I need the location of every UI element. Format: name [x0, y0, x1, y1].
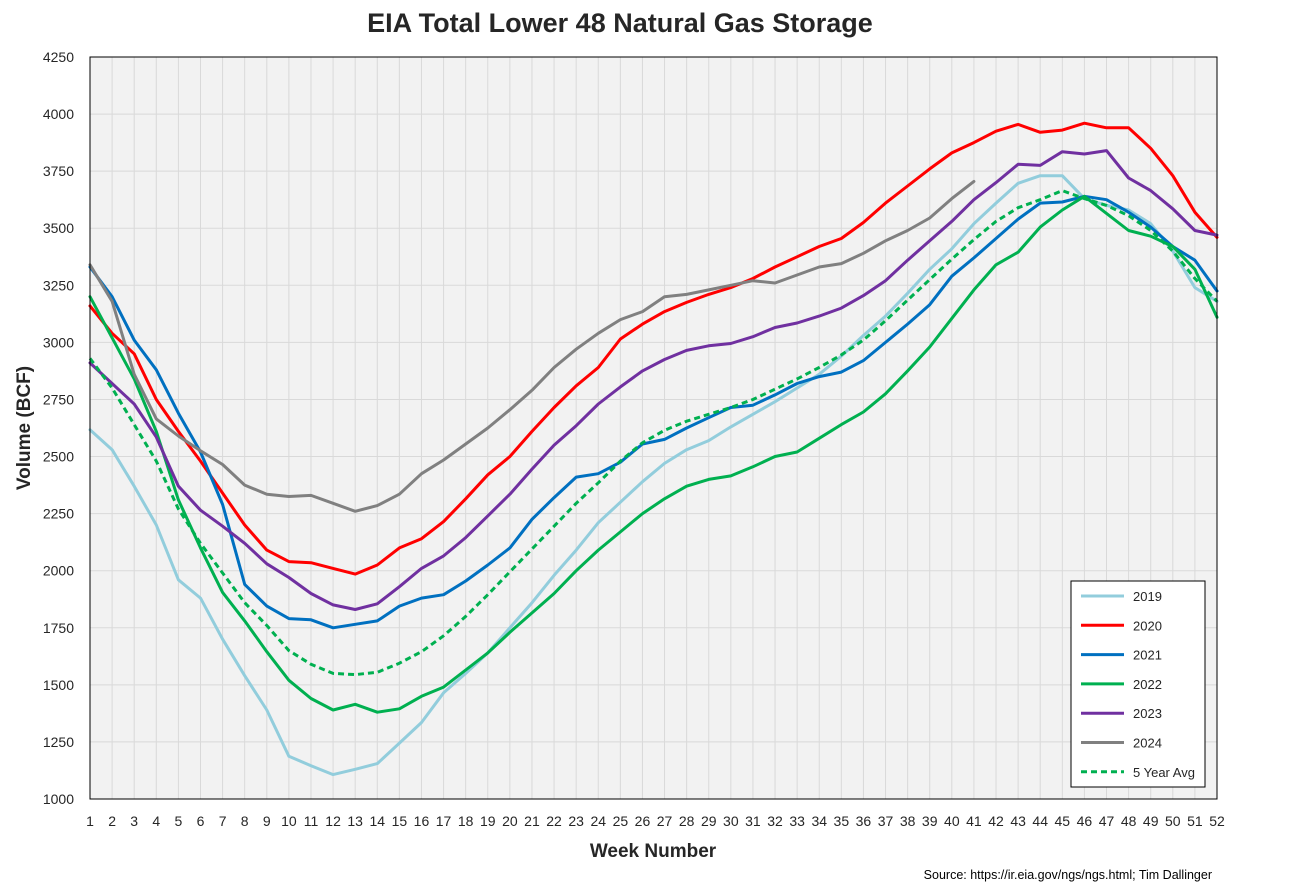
plot-area: [90, 57, 1217, 799]
x-tick-label: 34: [811, 813, 827, 829]
legend-label: 2021: [1133, 648, 1162, 663]
series-line-5-year-avg: [88, 189, 1219, 677]
x-tick-label: 19: [480, 813, 496, 829]
x-tick-label: 39: [922, 813, 938, 829]
x-tick-label: 35: [834, 813, 850, 829]
x-tick-label: 52: [1209, 813, 1225, 829]
x-tick-label: 20: [502, 813, 518, 829]
series-line-2020: [88, 121, 1219, 576]
x-tick-label: 21: [524, 813, 540, 829]
x-tick-label: 28: [679, 813, 695, 829]
x-tick-label: 3: [130, 813, 138, 829]
x-tick-label: 50: [1165, 813, 1181, 829]
y-tick-label: 4000: [43, 106, 74, 122]
x-tick-label: 10: [281, 813, 297, 829]
x-tick-label: 4: [152, 813, 160, 829]
y-tick-label: 1250: [43, 734, 74, 750]
x-tick-label: 13: [347, 813, 363, 829]
x-tick-label: 48: [1121, 813, 1137, 829]
gridlines: [89, 56, 1218, 800]
plot-border: [89, 56, 1218, 800]
x-tick-label: 32: [767, 813, 783, 829]
legend-label: 2023: [1133, 706, 1162, 721]
x-tick-label: 29: [701, 813, 717, 829]
x-tick-label: 51: [1187, 813, 1203, 829]
y-axis-ticks: 1000 1250 1500 1750 2000 2250 2500 2750 3000 3250…: [43, 49, 74, 807]
x-tick-label: 12: [325, 813, 341, 829]
y-tick-label: 1000: [43, 791, 74, 807]
x-tick-label: 42: [988, 813, 1004, 829]
x-tick-label: 6: [197, 813, 205, 829]
x-tick-label: 33: [789, 813, 805, 829]
series-line-2024: [88, 179, 976, 513]
x-tick-label: 37: [878, 813, 894, 829]
x-tick-label: 23: [568, 813, 584, 829]
x-tick-label: 38: [900, 813, 916, 829]
x-tick-label: 36: [856, 813, 872, 829]
legend-label: 2020: [1133, 618, 1162, 633]
y-tick-label: 2750: [43, 391, 74, 407]
x-tick-label: 27: [657, 813, 673, 829]
x-tick-label: 5: [174, 813, 182, 829]
x-tick-label: 7: [219, 813, 227, 829]
y-tick-label: 3000: [43, 334, 74, 350]
x-axis-title: Week Number: [590, 841, 717, 862]
x-tick-label: 15: [392, 813, 408, 829]
series-line-2021: [88, 194, 1219, 630]
y-tick-label: 2250: [43, 506, 74, 522]
legend: 2019 2020 2021 2022 2023 2024 5 Year Avg: [1070, 580, 1206, 788]
x-tick-label: 45: [1055, 813, 1071, 829]
x-tick-label: 46: [1077, 813, 1093, 829]
x-tick-label: 8: [241, 813, 249, 829]
x-tick-label: 30: [723, 813, 739, 829]
y-tick-label: 3250: [43, 277, 74, 293]
x-tick-label: 24: [590, 813, 606, 829]
x-tick-label: 17: [436, 813, 452, 829]
x-tick-label: 16: [414, 813, 430, 829]
x-tick-label: 26: [635, 813, 651, 829]
series-line-2022: [88, 194, 1219, 714]
legend-label: 2024: [1133, 736, 1162, 751]
x-tick-label: 22: [546, 813, 562, 829]
source-note: Source: https://ir.eia.gov/ngs/ngs.html;…: [924, 868, 1212, 882]
y-axis-title: Volume (BCF): [14, 366, 35, 490]
x-tick-label: 47: [1099, 813, 1115, 829]
series-lines: [88, 121, 1219, 777]
x-tick-label: 1: [86, 813, 94, 829]
y-tick-label: 2500: [43, 449, 74, 465]
y-tick-label: 4250: [43, 49, 74, 65]
x-tick-label: 43: [1010, 813, 1026, 829]
x-tick-label: 25: [613, 813, 629, 829]
x-tick-label: 31: [745, 813, 761, 829]
series-line-2023: [88, 149, 1219, 611]
x-tick-label: 9: [263, 813, 271, 829]
y-tick-label: 3500: [43, 220, 74, 236]
legend-label: 2022: [1133, 677, 1162, 692]
y-tick-label: 1500: [43, 677, 74, 693]
y-tick-label: 3750: [43, 163, 74, 179]
x-tick-label: 49: [1143, 813, 1159, 829]
y-tick-label: 1750: [43, 620, 74, 636]
x-tick-label: 2: [108, 813, 116, 829]
series-line-2019: [88, 174, 1219, 777]
x-axis-ticks: 1 2 3 4 5 6 7 8 9 10 11 12 13 14 15 16 17 18 19 20 21 22 23 24 2…: [86, 813, 1225, 829]
x-tick-label: 40: [944, 813, 960, 829]
legend-label: 5 Year Avg: [1133, 765, 1195, 780]
y-tick-label: 2000: [43, 563, 74, 579]
x-tick-label: 18: [458, 813, 474, 829]
x-tick-label: 14: [369, 813, 385, 829]
x-tick-label: 44: [1032, 813, 1048, 829]
x-tick-label: 41: [966, 813, 982, 829]
chart-title: EIA Total Lower 48 Natural Gas Storage: [367, 8, 873, 38]
x-tick-label: 11: [304, 813, 319, 829]
legend-label: 2019: [1133, 589, 1162, 604]
